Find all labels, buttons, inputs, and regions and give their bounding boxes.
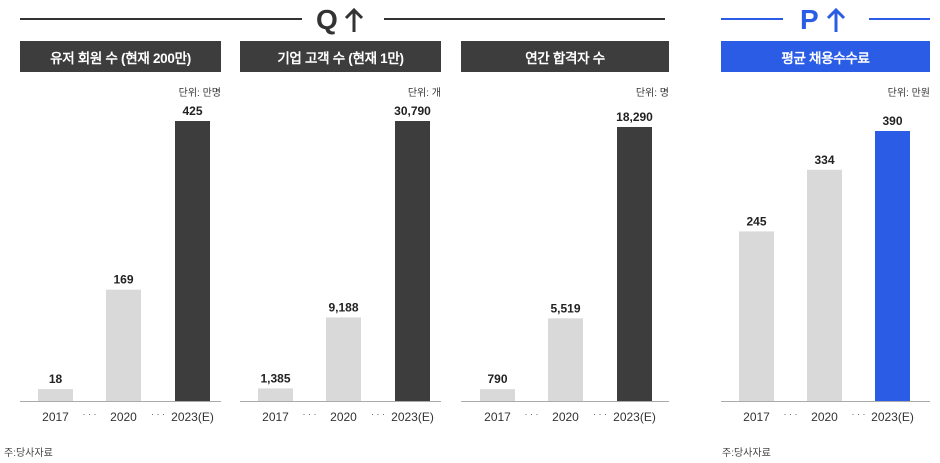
data-label: 1,385 (260, 371, 290, 385)
bar (326, 317, 361, 401)
bar (38, 389, 73, 401)
tick-label: 2017 (42, 410, 69, 424)
ellipsis-mark: · · · (151, 409, 165, 419)
data-label: 790 (487, 372, 507, 386)
up-arrow-icon (344, 8, 364, 32)
p-line-right (869, 18, 930, 20)
data-label: 30,790 (394, 104, 431, 118)
unit-label: 단위: 개 (407, 88, 441, 99)
panel-title-fee: 평균 채용수수료 (721, 41, 930, 72)
bar (739, 231, 774, 401)
data-label: 18 (49, 372, 63, 386)
bar (175, 121, 210, 401)
panel-title-companies: 기업 고객 수 (현재 1만) (240, 41, 441, 72)
bar (617, 127, 652, 401)
p-letter: P (800, 4, 819, 35)
tick-label: 2017 (484, 410, 511, 424)
tick-label: 2020 (811, 410, 838, 424)
bar (548, 318, 583, 401)
ellipsis-mark: · · · (371, 409, 385, 419)
unit-label: 단위: 명 (635, 88, 669, 99)
q-letter: Q (316, 4, 338, 35)
source-note: 주:당사자료 (4, 448, 53, 459)
data-label: 18,290 (616, 110, 653, 124)
ellipsis-mark: · · · (525, 409, 539, 419)
bar (106, 289, 141, 401)
ellipsis-mark: · · · (784, 409, 798, 419)
q-line-right (384, 18, 665, 20)
ellipsis-mark: · · · (83, 409, 97, 419)
tick-label: 2017 (743, 410, 770, 424)
panel-title-members: 유저 회원 수 (현재 200만) (20, 41, 221, 72)
panel-title-hires: 연간 합격자 수 (461, 41, 669, 72)
data-label: 169 (113, 273, 133, 287)
up-arrow-icon (826, 8, 846, 32)
bar (395, 121, 430, 401)
source-note: 주:당사자료 (722, 448, 771, 459)
tick-label: 2017 (262, 410, 289, 424)
tick-label: 2023(E) (871, 410, 914, 424)
data-label: 390 (882, 114, 902, 128)
q-line-left (20, 18, 302, 20)
ellipsis-mark: · · · (593, 409, 607, 419)
unit-label: 단위: 만원 (887, 88, 930, 99)
bar (807, 169, 842, 401)
bar (480, 389, 515, 401)
bar (258, 388, 293, 401)
tick-label: 2020 (330, 410, 357, 424)
data-label: 245 (746, 214, 766, 228)
bar (875, 131, 910, 401)
tick-label: 2023(E) (613, 410, 656, 424)
tick-label: 2020 (552, 410, 579, 424)
ellipsis-mark: · · · (303, 409, 317, 419)
ellipsis-mark: · · · (852, 409, 866, 419)
tick-label: 2023(E) (171, 410, 214, 424)
data-label: 9,188 (328, 300, 358, 314)
data-label: 334 (814, 153, 834, 167)
tick-label: 2020 (110, 410, 137, 424)
p-line-left (721, 18, 783, 20)
data-label: 5,519 (550, 301, 580, 315)
tick-label: 2023(E) (391, 410, 434, 424)
data-label: 425 (182, 104, 202, 118)
unit-label: 단위: 만명 (178, 88, 221, 99)
